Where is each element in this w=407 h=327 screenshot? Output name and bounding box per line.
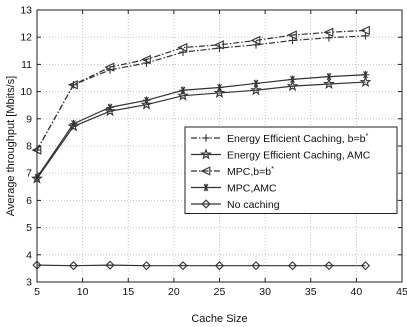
x-tick-label: 15: [122, 286, 134, 298]
x-tick-label: 45: [396, 286, 407, 298]
legend-entry-5: No caching: [191, 199, 280, 211]
x-tick-label: 25: [214, 286, 226, 298]
y-tick-label: 5: [26, 222, 32, 234]
y-tick-label: 4: [26, 249, 32, 261]
legend-entry-1: Energy Efficient Caching, b=b*: [191, 131, 368, 145]
legend-label: Energy Efficient Caching, b=b*: [227, 131, 368, 145]
y-axis-label: Average throughput [Mbits/s]: [5, 76, 17, 216]
legend-entry-3: MPC,b=b*: [191, 164, 274, 178]
data-point: [288, 36, 297, 45]
legend-label: No caching: [227, 199, 280, 211]
y-tick-label: 3: [26, 277, 32, 289]
data-point: [67, 80, 78, 90]
data-point: [177, 89, 189, 101]
series-line: [36, 29, 366, 151]
data-point: [361, 70, 370, 79]
series-line: [36, 74, 366, 178]
legend-entry-4: MPC,AMC: [191, 182, 277, 194]
data-point: [141, 261, 152, 271]
x-tick-label: 40: [351, 286, 363, 298]
data-point: [179, 86, 187, 95]
x-axis-label: Cache Size: [191, 313, 247, 325]
data-point: [286, 30, 297, 40]
x-tick-label: 30: [259, 286, 271, 298]
legend-marker: [200, 148, 212, 160]
series-2: [31, 75, 372, 184]
legend-marker: [200, 166, 211, 176]
data-point: [214, 261, 225, 271]
data-point: [323, 27, 334, 37]
data-point: [68, 261, 79, 271]
legend-entry-2: Energy Efficient Caching, AMC: [191, 148, 371, 161]
data-point: [250, 84, 262, 96]
legend-label: Energy Efficient Caching, AMC: [227, 149, 371, 161]
data-point: [106, 103, 114, 112]
data-point: [178, 261, 188, 271]
y-tick-label: 9: [26, 113, 32, 125]
data-point: [140, 98, 153, 110]
series-line: [36, 264, 366, 267]
data-point: [252, 79, 260, 88]
series-3: [31, 25, 370, 155]
data-point: [288, 75, 297, 84]
data-point: [105, 260, 115, 270]
data-point: [213, 86, 226, 98]
legend-marker: [201, 199, 211, 209]
data-point: [286, 79, 299, 92]
series-line: [36, 81, 366, 179]
data-point: [325, 33, 333, 42]
y-tick-label: 11: [21, 59, 32, 71]
data-point: [213, 40, 224, 50]
data-point: [104, 62, 115, 72]
data-point: [287, 261, 298, 271]
data-point: [251, 261, 261, 271]
y-tick-label: 13: [20, 5, 32, 17]
data-point: [140, 54, 151, 65]
data-point: [104, 104, 116, 117]
legend-label: MPC,b=b*: [227, 164, 274, 178]
series-line: [36, 35, 366, 151]
y-tick-label: 8: [26, 141, 32, 153]
x-tick-label: 5: [34, 286, 40, 298]
legend-box: [184, 126, 398, 214]
legend-marker: [202, 183, 210, 192]
y-tick-label: 6: [26, 195, 32, 207]
data-point: [177, 42, 188, 53]
x-tick-label: 10: [77, 286, 89, 298]
data-point: [67, 120, 80, 132]
legend: Energy Efficient Caching, b=b* Energy Eff…: [184, 126, 398, 214]
data-point: [69, 119, 78, 128]
data-point: [250, 35, 261, 46]
data-point: [142, 96, 151, 105]
data-point: [360, 261, 371, 271]
y-tick-label: 7: [26, 168, 32, 180]
data-point: [359, 25, 370, 36]
y-tick-label: 12: [20, 32, 32, 44]
legend-marker: [202, 134, 210, 142]
data-point: [323, 77, 335, 90]
series-5: [32, 260, 371, 271]
data-point: [325, 72, 333, 81]
data-point: [324, 261, 334, 271]
legend-label: MPC,AMC: [227, 182, 277, 194]
data-point: [215, 83, 224, 92]
x-tick-label: 20: [168, 286, 180, 298]
series-4: [33, 70, 370, 182]
y-tick-label: 10: [20, 86, 32, 98]
x-tick-label: 35: [305, 286, 317, 298]
data-point: [359, 75, 372, 88]
data-point: [361, 32, 370, 40]
